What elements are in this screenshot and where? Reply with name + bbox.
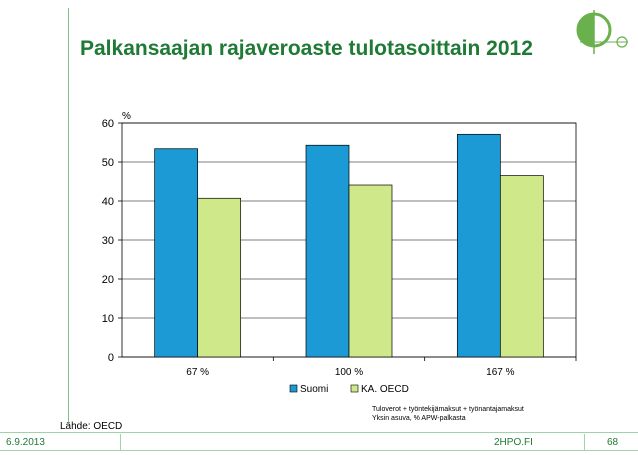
bar-suomi bbox=[456, 133, 501, 358]
legend-swatch bbox=[350, 384, 359, 393]
y-axis-label: % bbox=[122, 111, 131, 122]
note-line-1: Tuloverot + työntekijämaksut + työnantaj… bbox=[372, 406, 524, 413]
y-tick-label: 60 bbox=[102, 118, 114, 130]
source-label: Lähde: OECD bbox=[60, 421, 123, 432]
y-tick-label: 20 bbox=[102, 274, 114, 286]
2hpo-logo-icon bbox=[576, 10, 628, 54]
page-number: 68 bbox=[607, 437, 619, 448]
y-tick-label: 50 bbox=[102, 157, 114, 169]
y-tick-label: 30 bbox=[102, 235, 114, 247]
chart-note: Tuloverot + työntekijämaksut + työnantaj… bbox=[372, 405, 524, 423]
bar-suomi bbox=[305, 144, 350, 358]
legend-label: KA. OECD bbox=[361, 384, 409, 395]
footer-divider bbox=[584, 434, 585, 450]
footer-rule bbox=[0, 432, 638, 433]
footer-site: 2HPO.FI bbox=[494, 437, 533, 448]
footer-bottom-rule bbox=[0, 450, 638, 451]
bar-suomi bbox=[154, 148, 199, 358]
bar-oecd bbox=[348, 184, 393, 358]
y-tick-label: 40 bbox=[102, 196, 114, 208]
legend-swatch bbox=[289, 384, 298, 393]
footer-divider bbox=[120, 434, 121, 450]
slide-title: Palkansaajan rajaveroaste tulotasoittain… bbox=[80, 37, 533, 60]
legend-label: Suomi bbox=[300, 384, 328, 395]
y-tick-label: 0 bbox=[108, 352, 114, 364]
left-decor-rule bbox=[68, 8, 69, 423]
note-line-2: Yksin asuva, % APW-palkasta bbox=[372, 415, 466, 422]
x-tick-label: 100 % bbox=[335, 367, 363, 378]
x-tick-label: 67 % bbox=[186, 367, 209, 378]
y-tick-label: 10 bbox=[102, 313, 114, 325]
x-tick-label: 167 % bbox=[486, 367, 514, 378]
bar-oecd bbox=[499, 175, 544, 358]
bar-oecd bbox=[197, 197, 242, 358]
footer-date: 6.9.2013 bbox=[6, 437, 45, 448]
bar-chart: 0 10 20 30 40 50 60% 67 % 100 % 167 % Suomi KA. OEC… bbox=[102, 111, 577, 395]
